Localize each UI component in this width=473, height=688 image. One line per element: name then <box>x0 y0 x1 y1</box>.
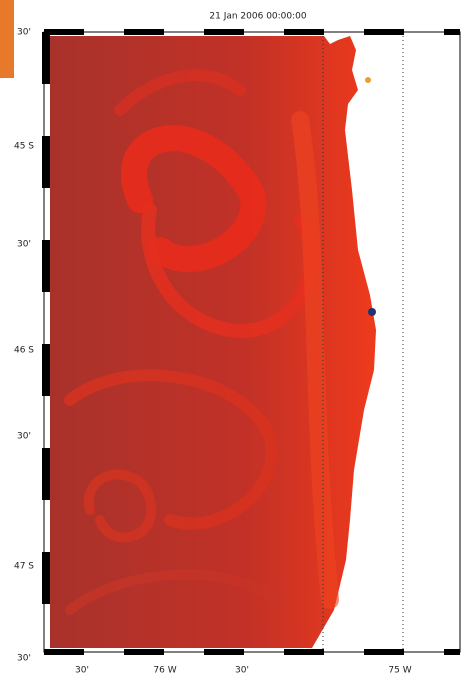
lat-label: 30' <box>17 654 31 664</box>
lat-label: 45 S <box>14 142 34 152</box>
border-bar <box>124 649 164 655</box>
border-bar <box>44 649 84 655</box>
border-bar <box>42 552 50 604</box>
lat-label: 30' <box>17 28 31 38</box>
border-bar <box>42 136 50 188</box>
border-bar <box>364 649 404 655</box>
border-bar <box>124 29 164 35</box>
lon-label: 30' <box>75 666 89 676</box>
border-bar <box>42 32 50 84</box>
lon-label: 75 W <box>388 666 411 676</box>
border-bar <box>364 29 404 35</box>
lat-label: 47 S <box>14 562 34 572</box>
frame-border <box>42 29 460 655</box>
side-tab <box>0 0 14 78</box>
border-bar <box>444 29 460 35</box>
lon-label: 30' <box>235 666 249 676</box>
coast-spot <box>365 77 371 83</box>
border-bar <box>444 649 460 655</box>
border-bar <box>204 29 244 35</box>
border-bar <box>284 649 324 655</box>
border-bar <box>42 448 50 500</box>
border-bar <box>284 29 324 35</box>
coast-spot <box>368 308 376 316</box>
border-bar <box>44 29 84 35</box>
map-title: 21 Jan 2006 00:00:00 <box>209 12 307 22</box>
lon-label: 76 W <box>153 666 176 676</box>
lat-label: 30' <box>17 432 31 442</box>
border-bar <box>42 240 50 292</box>
lat-label: 46 S <box>14 346 34 356</box>
border-bar <box>42 344 50 396</box>
lat-label: 30' <box>17 240 31 250</box>
border-bar <box>204 649 244 655</box>
